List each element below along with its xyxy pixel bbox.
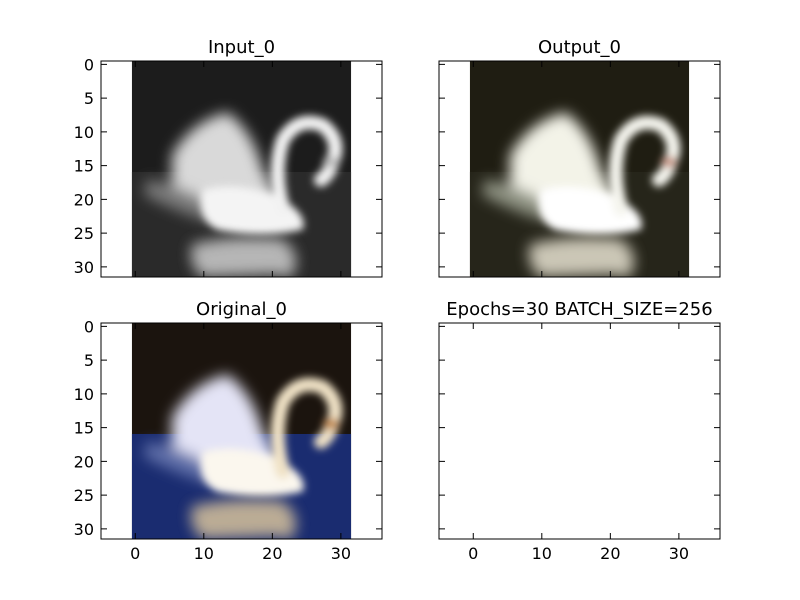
y-tick-label: 5 xyxy=(84,351,94,370)
original-0-panel: Original_0 0 5 10 15 20 25 30 0 10 20 30 xyxy=(74,299,383,563)
output-0-frame xyxy=(438,60,721,278)
y-tick-label: 25 xyxy=(74,224,94,243)
summary-panel: Epochs=30 BATCH_SIZE=256 0 10 20 30 xyxy=(438,299,721,563)
x-tick-label: 0 xyxy=(468,544,478,563)
y-tick-label: 20 xyxy=(74,452,94,471)
y-tick-label: 30 xyxy=(74,520,94,539)
y-tick-label: 15 xyxy=(74,419,94,438)
y-tick-label: 0 xyxy=(84,55,94,74)
y-tick-label: 20 xyxy=(74,190,94,209)
output-0-title: Output_0 xyxy=(538,37,621,58)
y-tick-label: 15 xyxy=(74,157,94,176)
y-tick-label: 10 xyxy=(74,385,94,404)
output-0-panel: Output_0 xyxy=(438,37,721,278)
y-tick-label: 5 xyxy=(84,89,94,108)
x-tick-label: 10 xyxy=(194,544,214,563)
input-0-frame xyxy=(100,60,383,278)
y-tick-label: 10 xyxy=(74,123,94,142)
input-0-title: Input_0 xyxy=(208,37,275,58)
x-tick-label: 10 xyxy=(532,544,552,563)
x-tick-label: 20 xyxy=(262,544,282,563)
original-0-frame xyxy=(100,322,383,540)
x-tick-label: 30 xyxy=(669,544,689,563)
original-0-image xyxy=(131,323,352,540)
x-tick-label: 0 xyxy=(130,544,140,563)
output-0-image xyxy=(469,61,690,278)
summary-title: Epochs=30 BATCH_SIZE=256 xyxy=(446,299,712,320)
y-tick-label: 0 xyxy=(84,317,94,336)
original-0-title: Original_0 xyxy=(196,299,287,320)
summary-frame xyxy=(438,322,721,540)
y-tick-label: 30 xyxy=(74,258,94,277)
input-0-image xyxy=(131,61,352,278)
input-0-panel: Input_0 0 5 10 15 20 25 30 xyxy=(74,37,383,278)
x-tick-label: 20 xyxy=(600,544,620,563)
x-tick-label: 30 xyxy=(331,544,351,563)
y-tick-label: 25 xyxy=(74,486,94,505)
